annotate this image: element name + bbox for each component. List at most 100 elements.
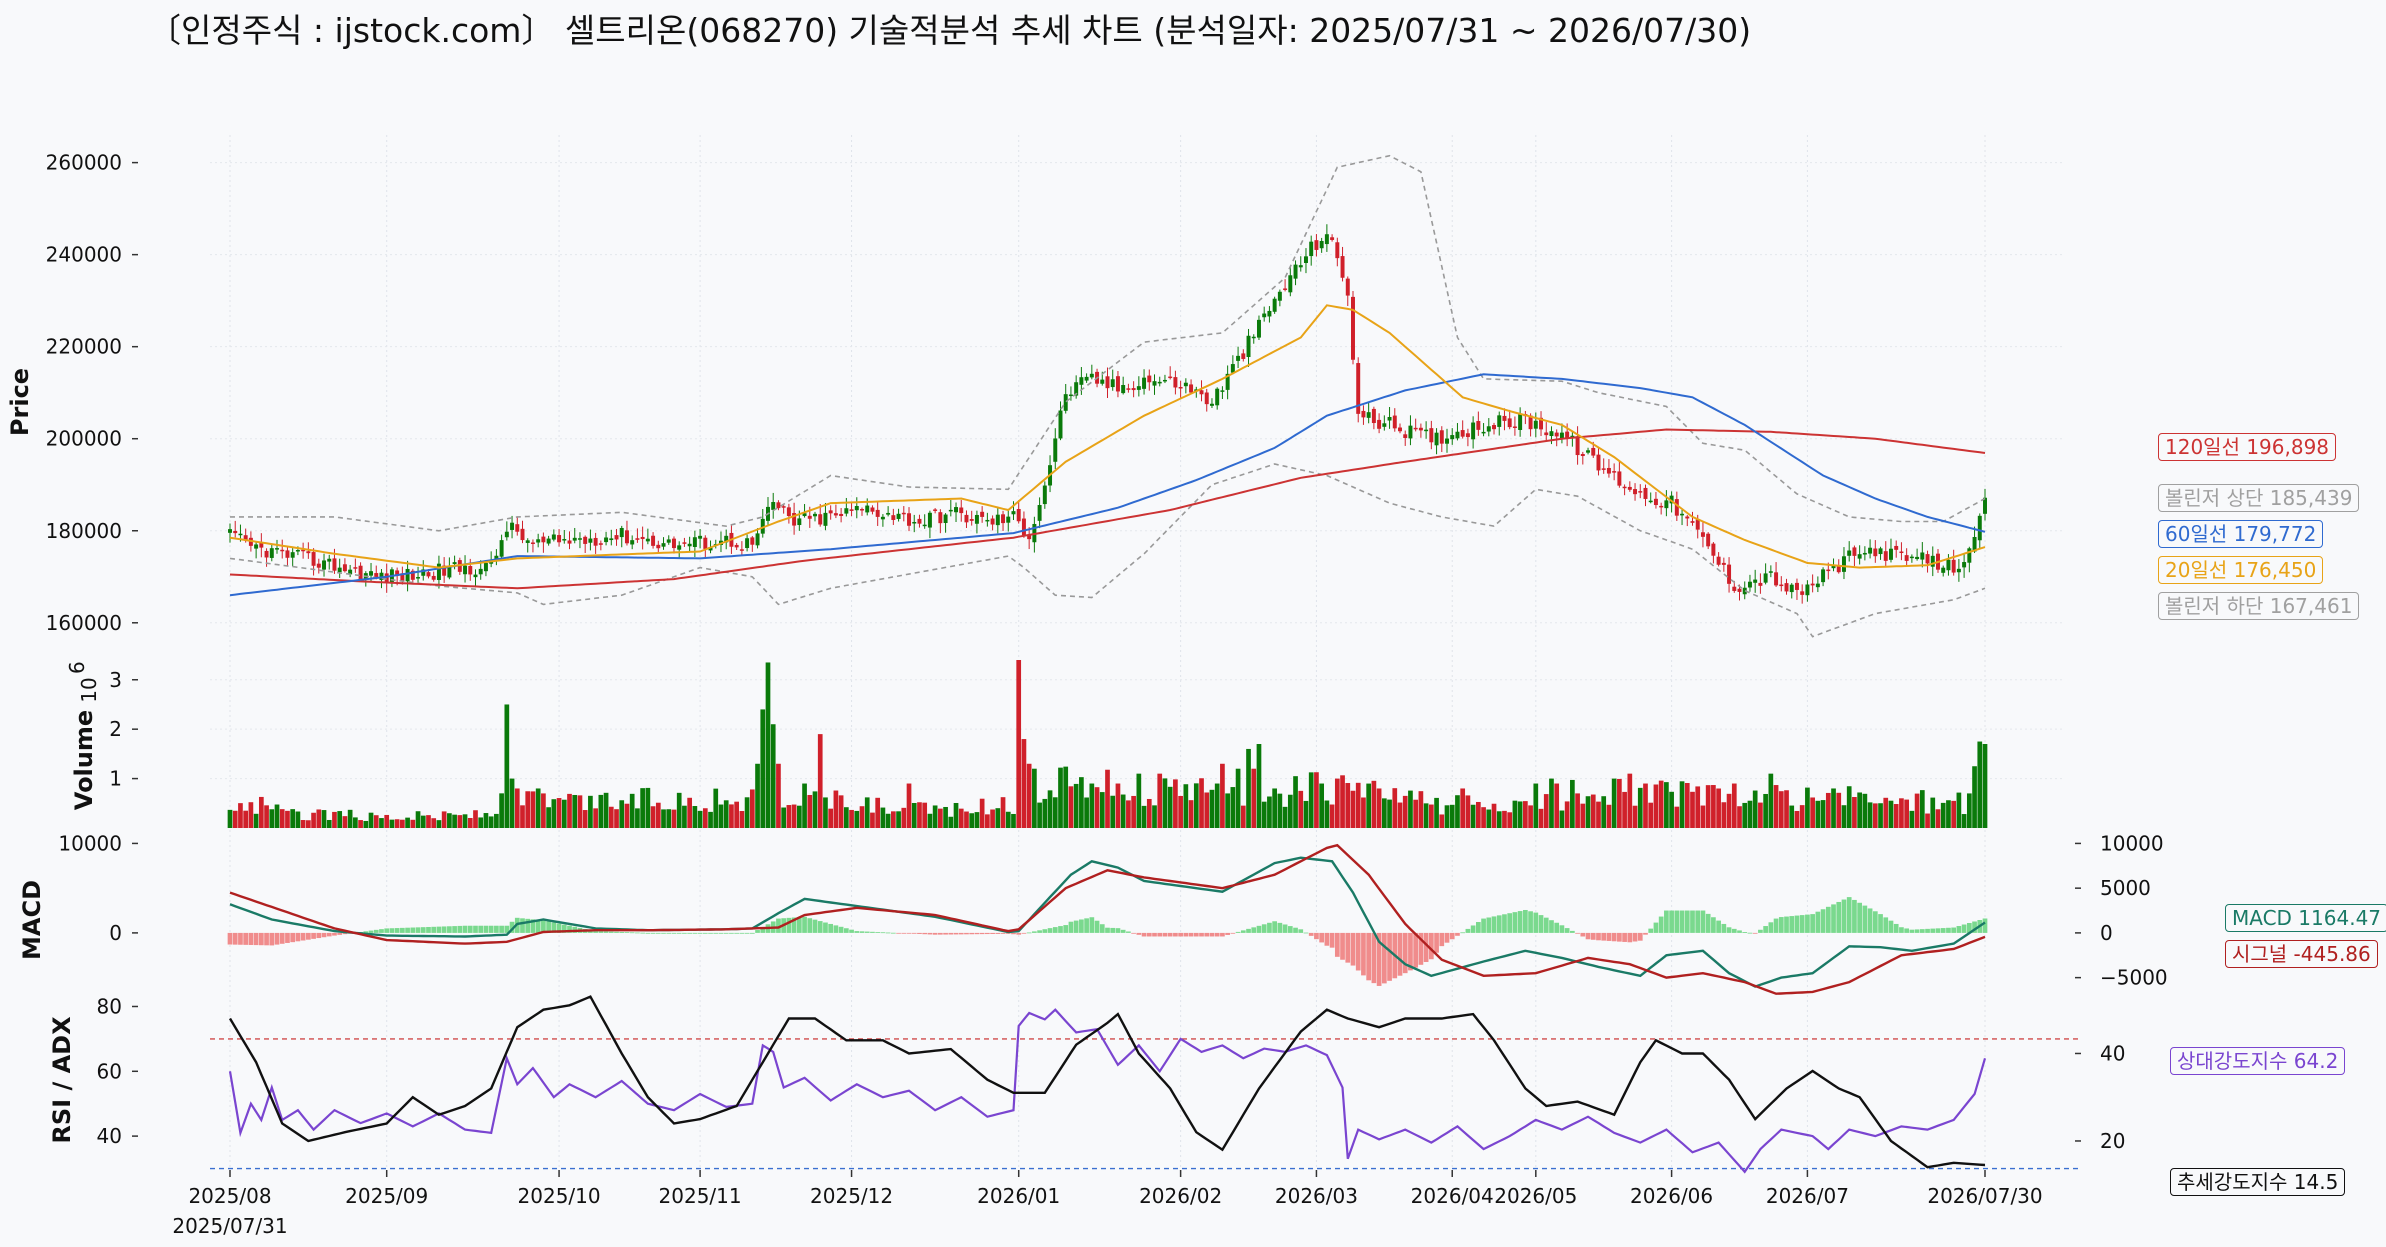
candle	[927, 512, 932, 528]
volume-bar	[1862, 793, 1868, 828]
volume-bar	[1047, 790, 1053, 828]
macd-histogram-bar	[786, 917, 792, 933]
candle	[421, 569, 426, 576]
candle	[416, 577, 421, 579]
candle	[1424, 429, 1429, 432]
volume-bar	[551, 799, 557, 828]
macd-histogram-bar	[1543, 917, 1549, 933]
candle	[295, 550, 300, 552]
candle	[891, 515, 896, 520]
volume-bar	[1549, 778, 1554, 828]
candle	[1319, 240, 1324, 249]
macd-histogram-bar	[833, 925, 839, 933]
macd-histogram-bar	[1073, 920, 1079, 933]
volume-bar	[1805, 787, 1810, 828]
volume-bar	[901, 807, 907, 828]
volume-bar	[269, 809, 275, 828]
macd-histogram-bar	[1005, 932, 1011, 934]
x-tick-label: 2025/08	[188, 1184, 271, 1208]
macd-histogram-bar	[1361, 932, 1366, 976]
candle	[734, 544, 739, 548]
volume-bar	[358, 820, 363, 828]
macd-histogram-bar	[655, 932, 661, 934]
volume-bar	[1418, 791, 1424, 828]
adx-line	[228, 995, 1986, 1169]
candle	[1972, 536, 1977, 552]
macd-histogram-bar	[1355, 932, 1361, 971]
candle	[1142, 377, 1147, 389]
macd-histogram-bar	[990, 932, 995, 934]
grid-lines	[210, 135, 2065, 1175]
macd-histogram-bar	[467, 925, 473, 933]
volume-bar	[452, 814, 457, 828]
volume-bar	[833, 790, 839, 828]
candle	[609, 538, 614, 541]
macd-histogram-bar	[1465, 928, 1471, 933]
volume-bar	[1293, 776, 1298, 828]
volume-bar	[1679, 781, 1685, 828]
volume-bar	[1188, 800, 1194, 828]
macd-histogram-bar	[426, 926, 431, 933]
adx-tick-label: 20	[2100, 1129, 2125, 1153]
macd-histogram-bar	[948, 932, 954, 935]
volume-bar	[1653, 784, 1659, 828]
volume-bar	[1267, 796, 1272, 828]
rsi-tick-label: 80	[97, 994, 122, 1018]
candle	[1037, 505, 1042, 521]
x-tick-label: 2026/05	[1494, 1184, 1577, 1208]
rsi-adx-axis-label: RSI / ADX	[48, 1016, 76, 1144]
volume-bar	[1334, 778, 1340, 828]
volume-bar	[274, 804, 280, 828]
macd-histogram-bar	[1214, 932, 1220, 937]
macd-histogram-bar	[541, 920, 546, 933]
candle	[797, 518, 802, 526]
x-tick-label: 2025/10	[518, 1184, 601, 1208]
candle	[494, 555, 499, 561]
candle	[1418, 427, 1423, 431]
volume-bar	[1402, 795, 1408, 828]
volume-bar	[781, 807, 787, 828]
macd-histogram-bar	[431, 926, 437, 933]
volume-bar	[1836, 792, 1842, 828]
candle	[478, 568, 483, 575]
macd-histogram-bar	[671, 932, 677, 934]
macd-histogram-bar	[1230, 932, 1236, 934]
candle	[1539, 417, 1544, 430]
candle	[332, 558, 337, 571]
macd-histogram-bar	[1314, 932, 1319, 940]
macd-histogram-bar	[415, 927, 421, 933]
volume-bar	[1256, 744, 1262, 828]
candle	[1335, 242, 1340, 259]
volume-bar	[1261, 801, 1267, 828]
macd-histogram-bar	[608, 931, 614, 933]
volume-bar	[1042, 798, 1048, 828]
volume-bar	[238, 803, 243, 828]
volume-bar	[561, 799, 567, 828]
candle	[964, 514, 969, 523]
volume-bar	[1899, 798, 1904, 828]
candle	[833, 513, 838, 516]
candle	[687, 543, 692, 547]
volume-bar	[1909, 810, 1915, 828]
candle	[259, 542, 264, 548]
macd-histogram-bar	[1825, 906, 1831, 933]
volume-bar	[1084, 797, 1089, 828]
volume-bar	[1966, 793, 1972, 828]
candle	[280, 549, 285, 552]
candle	[275, 548, 279, 550]
macd-histogram-bar	[316, 932, 322, 939]
candle	[1001, 514, 1006, 524]
volume-bar	[927, 813, 933, 828]
candle	[1162, 379, 1167, 382]
ma20-line	[229, 304, 1986, 569]
volume-bar	[1904, 799, 1910, 828]
volume-bar	[938, 808, 943, 828]
candle	[1110, 379, 1115, 388]
candle	[1147, 375, 1152, 383]
candle	[1758, 582, 1763, 586]
candle	[1700, 532, 1705, 537]
macd-histogram-bar	[1272, 921, 1277, 933]
candle	[530, 542, 535, 544]
candle	[1930, 555, 1935, 567]
macd-histogram-bar	[1402, 932, 1408, 974]
